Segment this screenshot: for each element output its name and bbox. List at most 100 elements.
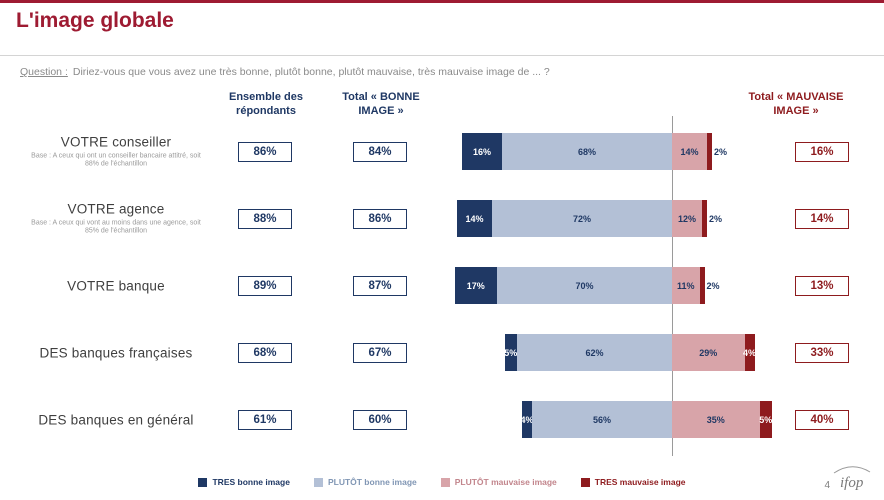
chart-row: VOTRE conseiller Base : A ceux qui ont un… xyxy=(0,118,884,185)
segment-value-label: 14% xyxy=(465,213,484,224)
segment-value-label: 14% xyxy=(680,146,699,157)
segment-value-label: 70% xyxy=(575,280,594,291)
segment-value-label: 56% xyxy=(592,414,611,425)
question-line: Question : Diriez-vous que vous avez une … xyxy=(20,66,550,78)
column-header-good-total: Total « BONNE IMAGE » xyxy=(342,91,420,118)
good-total-value: 84% xyxy=(353,141,407,162)
bar-segment: 62% xyxy=(517,334,672,371)
bar-segment: 4% xyxy=(743,334,757,371)
respondents-value: 88% xyxy=(238,208,292,229)
column-header-respondents: Ensemble des répondants xyxy=(229,91,303,118)
bar-segment: 2% xyxy=(702,200,722,237)
segment-value-label: 2% xyxy=(706,280,720,291)
legend-swatch xyxy=(580,477,590,487)
legend-swatch xyxy=(313,477,323,487)
svg-text:ifop: ifop xyxy=(840,475,864,491)
legend-item: PLUTÔT mauvaise image xyxy=(440,477,557,487)
bar-segment: 5% xyxy=(504,334,518,371)
category-label: VOTRE conseiller xyxy=(60,133,172,149)
legend-label: TRES mauvaise image xyxy=(594,477,686,487)
segment-value-label: 62% xyxy=(585,347,604,358)
legend-label: PLUTÔT mauvaise image xyxy=(454,477,557,487)
bad-total-value: 13% xyxy=(795,275,849,296)
segment-value-label: 2% xyxy=(714,146,728,157)
segment-value-label: 5% xyxy=(759,414,773,425)
stacked-bar: 16% 68% 14% 2% xyxy=(462,133,727,170)
title-divider xyxy=(0,55,884,56)
bad-total-value: 40% xyxy=(795,409,849,430)
good-total-value: 67% xyxy=(353,342,407,363)
chart-row: DES banques en général 61% 60% 4% 56% 35% 5% 40… xyxy=(0,386,884,453)
segment-value-label: 11% xyxy=(676,280,695,291)
respondents-value: 61% xyxy=(238,409,292,430)
legend-label: TRES bonne image xyxy=(212,477,290,487)
bar-segment: 14% xyxy=(672,133,707,170)
legend-item: PLUTÔT bonne image xyxy=(313,477,417,487)
bar-segment: 35% xyxy=(672,401,760,438)
category-block: VOTRE agence Base : A ceux qui vont au mo… xyxy=(12,201,220,237)
chart-legend: TRES bonne image PLUTÔT bonne image PLUTÔT… xyxy=(0,477,884,487)
bar-segment: 12% xyxy=(672,200,702,237)
bar-segment: 70% xyxy=(497,267,672,304)
chart-area: Ensemble des répondants Total « BONNE IM… xyxy=(0,90,884,462)
segment-value-label: 72% xyxy=(572,213,591,224)
category-block: DES banques françaises xyxy=(12,345,220,360)
chart-row: VOTRE banque 89% 87% 17% 70% 11% 2% 13% xyxy=(0,252,884,319)
category-label: DES banques françaises xyxy=(39,345,193,360)
category-base-note: Base : A ceux qui vont au moins dans une… xyxy=(31,218,201,235)
bar-segment: 5% xyxy=(759,401,773,438)
legend-swatch xyxy=(440,477,450,487)
bar-segment: 11% xyxy=(672,267,700,304)
stacked-bar: 4% 56% 35% 5% xyxy=(520,401,773,438)
stacked-bar: 17% 70% 11% 2% xyxy=(454,267,720,304)
segment-value-label: 4% xyxy=(520,414,534,425)
category-label: DES banques en général xyxy=(38,412,194,427)
good-total-value: 60% xyxy=(353,409,407,430)
legend-swatch xyxy=(198,477,208,487)
question-label: Question : xyxy=(20,66,68,78)
category-label: VOTRE agence xyxy=(67,200,165,216)
bar-segment: 14% xyxy=(457,200,492,237)
legend-item: TRES mauvaise image xyxy=(580,477,686,487)
page-number: 4 xyxy=(824,480,830,491)
category-base-note: Base : A ceux qui ont un conseiller banc… xyxy=(31,151,201,168)
bad-total-value: 33% xyxy=(795,342,849,363)
stacked-bar: 14% 72% 12% 2% xyxy=(457,200,722,237)
segment-value-label: 4% xyxy=(743,347,757,358)
bar-segment: 4% xyxy=(520,401,534,438)
respondents-value: 89% xyxy=(238,275,292,296)
bar-segment: 2% xyxy=(699,267,720,304)
top-accent-bar xyxy=(0,0,884,3)
bar-segment: 16% xyxy=(462,133,502,170)
column-header-bad-total: Total « MAUVAISE IMAGE » xyxy=(748,91,844,118)
category-block: VOTRE banque xyxy=(12,278,220,293)
bad-total-value: 16% xyxy=(795,141,849,162)
bar-segment: 29% xyxy=(672,334,745,371)
segment-value-label: 12% xyxy=(677,213,696,224)
page-title: L'image globale xyxy=(16,9,174,32)
bar-segment: 17% xyxy=(454,267,497,304)
good-total-value: 86% xyxy=(353,208,407,229)
segment-value-label: 68% xyxy=(577,146,596,157)
respondents-value: 68% xyxy=(238,342,292,363)
question-text: Diriez-vous que vous avez une très bonne… xyxy=(72,66,550,78)
ifop-logo: ifop xyxy=(830,463,874,498)
segment-value-label: 35% xyxy=(706,414,725,425)
segment-value-label: 2% xyxy=(709,213,723,224)
chart-row: DES banques françaises 68% 67% 5% 62% 29% 4% 33… xyxy=(0,319,884,386)
bad-total-value: 14% xyxy=(795,208,849,229)
good-total-value: 87% xyxy=(353,275,407,296)
bar-segment: 72% xyxy=(492,200,672,237)
bar-segment: 68% xyxy=(502,133,672,170)
segment-value-label: 16% xyxy=(472,146,491,157)
chart-row: VOTRE agence Base : A ceux qui vont au mo… xyxy=(0,185,884,252)
category-block: VOTRE conseiller Base : A ceux qui ont un… xyxy=(12,134,220,170)
legend-label: PLUTÔT bonne image xyxy=(327,477,417,487)
bar-segment: 2% xyxy=(707,133,727,170)
category-block: DES banques en général xyxy=(12,412,220,427)
stacked-bar: 5% 62% 29% 4% xyxy=(504,334,757,371)
bar-segment: 56% xyxy=(532,401,672,438)
segment-value-label: 5% xyxy=(504,347,518,358)
legend-item: TRES bonne image xyxy=(198,477,290,487)
